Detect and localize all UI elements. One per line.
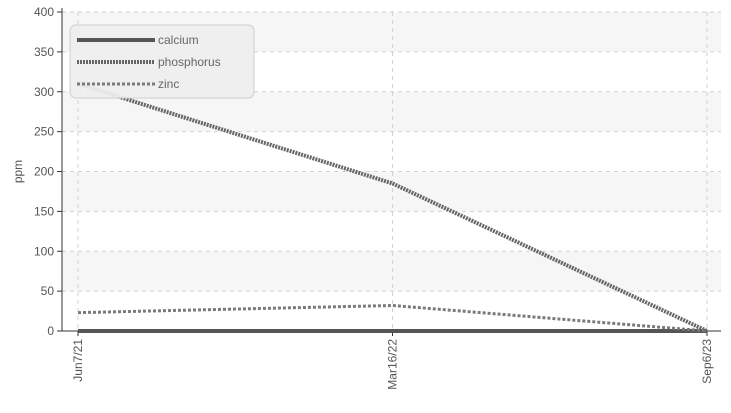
legend-box — [69, 24, 255, 99]
y-axis-title: ppm — [11, 160, 25, 183]
y-tick-label: 100 — [34, 244, 54, 258]
x-tick-label: Mar16/22 — [386, 339, 400, 390]
legend: calcium phosphorus zinc — [69, 24, 255, 99]
legend-label-calcium: calcium — [158, 33, 199, 47]
y-tick-label: 200 — [34, 165, 54, 179]
y-axis-ticks: 0 50 100 150 200 250 300 350 400 — [34, 5, 62, 338]
y-tick-label: 150 — [34, 204, 54, 218]
gridlines — [62, 11, 721, 331]
x-tick-label: Jun7/21 — [71, 339, 85, 382]
grid-band — [62, 171, 721, 212]
x-axis-ticks: Jun7/21 Mar16/22 Sep6/23 — [71, 331, 714, 390]
y-tick-label: 400 — [34, 5, 54, 19]
legend-label-phosphorus: phosphorus — [158, 55, 221, 69]
series-line-phosphorus — [77, 81, 708, 333]
series-lines — [77, 81, 708, 333]
grid-band — [62, 251, 721, 292]
x-tick-label: Sep6/23 — [700, 339, 714, 384]
y-tick-label: 350 — [34, 45, 54, 59]
y-tick-label: 50 — [41, 284, 55, 298]
legend-label-zinc: zinc — [158, 77, 179, 91]
y-tick-label: 250 — [34, 125, 54, 139]
y-tick-label: 0 — [47, 324, 54, 338]
y-tick-label: 300 — [34, 85, 54, 99]
